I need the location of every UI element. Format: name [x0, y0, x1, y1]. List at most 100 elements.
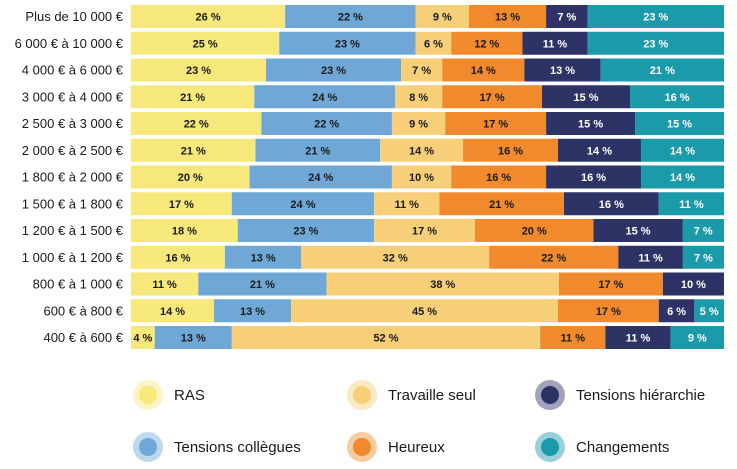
legend-item: Heureux	[347, 432, 445, 462]
data-label: 7 %	[694, 252, 713, 264]
data-label: 13 %	[251, 252, 276, 264]
bar-segment	[474, 219, 594, 242]
data-label: 16 %	[599, 199, 624, 211]
legend-label: Changements	[576, 439, 669, 456]
data-label: 22 %	[184, 119, 209, 131]
bar-segment	[261, 112, 392, 135]
bar-segment	[605, 326, 671, 349]
legend-item: Travaille seul	[347, 380, 476, 410]
data-label: 38 %	[430, 279, 455, 291]
bar-segment	[415, 31, 452, 55]
data-label: 23 %	[293, 226, 318, 238]
bar-segment	[231, 192, 375, 216]
data-label: 9 %	[688, 333, 707, 345]
legend-label: Tensions hiérarchie	[576, 387, 705, 404]
bar-segment	[395, 85, 443, 109]
bar-segment	[266, 58, 402, 82]
data-label: 17 %	[480, 92, 505, 104]
bar-segment	[587, 31, 724, 55]
bar-segment	[658, 299, 695, 323]
bar-segment	[131, 326, 155, 349]
data-label: 21 %	[650, 65, 675, 77]
data-label: 22 %	[541, 252, 566, 264]
data-label: 13 %	[181, 333, 206, 345]
legend-swatch	[353, 386, 371, 404]
data-label: 14 %	[670, 145, 695, 157]
bar-segment	[131, 245, 225, 269]
bar-segment	[640, 138, 724, 162]
data-label: 21 %	[180, 92, 205, 104]
category-label: 600 € à 800 €	[43, 303, 123, 318]
data-label: 23 %	[643, 38, 668, 50]
bar-segment	[522, 31, 588, 55]
data-label: 20 %	[178, 172, 203, 184]
legend-label: Heureux	[388, 439, 445, 456]
data-label: 17 %	[412, 226, 437, 238]
data-label: 14 %	[409, 145, 434, 157]
data-label: 15 %	[667, 119, 692, 131]
legend-swatch	[353, 438, 371, 456]
bar-segment	[279, 31, 416, 55]
data-label: 7 %	[557, 12, 576, 24]
category-label: 4 000 € à 6 000 €	[22, 63, 124, 78]
data-label: 13 %	[550, 65, 575, 77]
bar-segment	[391, 112, 446, 135]
bar-segment	[374, 192, 440, 216]
category-label: 2 500 € à 3 000 €	[22, 116, 124, 131]
legend-swatch	[541, 438, 559, 456]
legend-label: Travaille seul	[388, 387, 476, 404]
bar-segment	[587, 5, 724, 28]
data-label: 16 %	[581, 172, 606, 184]
data-label: 7 %	[412, 65, 431, 77]
category-label: 2 000 € à 2 500 €	[22, 143, 124, 158]
data-label: 23 %	[186, 65, 211, 77]
legend-swatch	[139, 438, 157, 456]
category-label: 800 € à 1 000 €	[33, 277, 124, 292]
bar-segment	[131, 138, 256, 162]
bar-segment	[451, 165, 547, 189]
bar-row: 6 000 € à 10 000 € 25 % 23 % 6 % 12 % 11 % 23 …	[15, 31, 724, 55]
bar-segment	[489, 245, 619, 269]
data-label: 22 %	[338, 12, 363, 24]
bar-segment	[131, 219, 238, 242]
bar-segment	[469, 5, 547, 28]
data-label: 52 %	[373, 333, 398, 345]
bar-segment	[541, 85, 631, 109]
data-label: 17 %	[598, 279, 623, 291]
category-label: 1 000 € à 1 200 €	[22, 250, 124, 265]
bar-segment	[463, 138, 558, 162]
data-label: 11 %	[679, 199, 704, 211]
bar-segment	[301, 245, 490, 269]
data-label: 24 %	[308, 172, 333, 184]
data-label: 11 %	[395, 199, 420, 211]
data-label: 11 %	[638, 252, 663, 264]
data-label: 6 %	[424, 38, 443, 50]
bar-segment	[442, 85, 542, 109]
data-label: 16 %	[486, 172, 511, 184]
bar-segment	[442, 58, 525, 82]
data-label: 14 %	[471, 65, 496, 77]
data-label: 32 %	[383, 252, 408, 264]
data-label: 12 %	[474, 38, 499, 50]
bar-segment	[131, 5, 286, 28]
legend-item: Tensions hiérarchie	[535, 380, 705, 410]
bar-segment	[415, 5, 470, 28]
data-label: 4 %	[133, 333, 152, 345]
bar-segment	[401, 58, 443, 82]
data-label: 11 %	[152, 279, 177, 291]
data-label: 15 %	[625, 226, 650, 238]
legend-item: Changements	[535, 432, 669, 462]
data-label: 15 %	[578, 119, 603, 131]
category-label: 3 000 € à 4 000 €	[22, 89, 124, 104]
bar-segment	[249, 165, 392, 189]
data-label: 23 %	[321, 65, 346, 77]
bar-row: 1 500 € à 1 800 € 17 % 24 % 11 % 21 % 16 % 11 …	[22, 192, 724, 216]
legend-item: Tensions collègues	[133, 432, 301, 462]
data-label: 14 %	[160, 306, 185, 318]
legend-item: RAS	[133, 380, 205, 410]
category-label: 400 € à 600 €	[43, 330, 123, 345]
bar-row: 600 € à 800 € 14 % 13 % 45 % 17 % 6 % 5 %	[43, 299, 724, 323]
bar-segment	[131, 58, 267, 82]
data-label: 16 %	[165, 252, 190, 264]
data-label: 17 %	[596, 306, 621, 318]
